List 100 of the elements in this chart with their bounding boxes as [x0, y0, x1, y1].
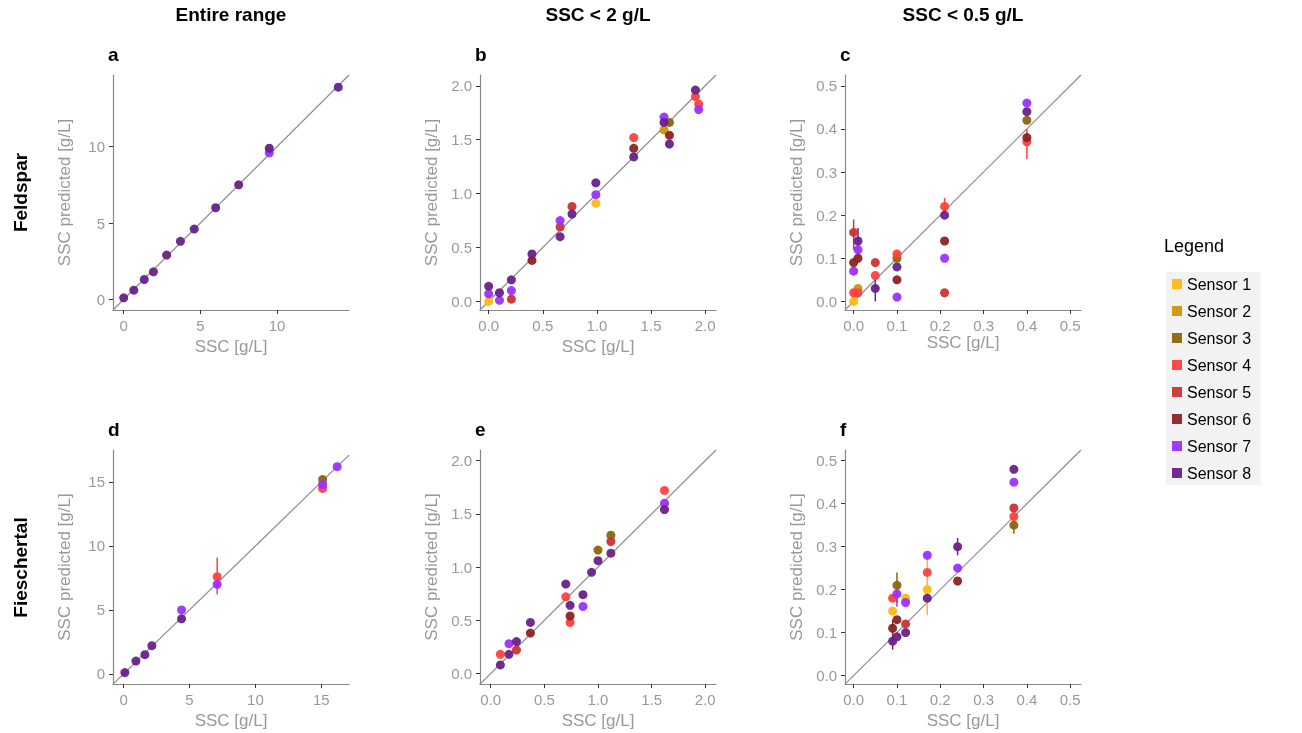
point [922, 567, 932, 577]
point [659, 117, 669, 127]
x-axis-title: SSC [g/L] [561, 711, 635, 730]
point [131, 656, 141, 666]
x-tick-label: 10 [247, 691, 264, 709]
point [853, 236, 863, 246]
x-tick-label: 2.0 [694, 317, 716, 334]
point [333, 82, 343, 92]
x-tick-label: 0.5 [1059, 691, 1081, 709]
point [849, 227, 859, 237]
y-axis-title: SSC predicted [g/L] [55, 493, 74, 641]
y-axis-title: SSC predicted [g/L] [422, 118, 441, 267]
point [1022, 115, 1032, 125]
point [888, 606, 898, 616]
y-tick-label: 1.5 [451, 131, 472, 149]
x-tick-label: 0.3 [973, 317, 994, 334]
y-axis-title: SSC predicted [g/L] [787, 118, 806, 267]
point [940, 202, 950, 212]
point [212, 579, 222, 589]
point [1022, 133, 1032, 143]
point [506, 275, 516, 285]
x-tick-label: 0.4 [1016, 317, 1038, 334]
y-tick-label: 2.0 [451, 77, 472, 95]
point [922, 593, 932, 603]
point [587, 567, 597, 577]
point [660, 505, 670, 515]
point [892, 615, 902, 625]
point [1009, 503, 1019, 513]
point [892, 632, 902, 642]
y-tick-label: 0 [96, 290, 105, 308]
point [870, 283, 880, 293]
point [849, 296, 859, 306]
point [593, 556, 603, 566]
point [901, 628, 911, 638]
x-tick-label: 1.0 [586, 317, 608, 334]
point [892, 275, 902, 285]
x-tick-label: 10 [268, 317, 286, 334]
x-tick-label: 0.3 [973, 691, 994, 709]
point [940, 288, 950, 298]
point [527, 249, 537, 259]
point [1009, 512, 1019, 522]
point [1022, 98, 1032, 108]
y-tick-label: 0 [96, 665, 105, 683]
point [565, 611, 575, 621]
point [332, 462, 342, 472]
point [870, 271, 880, 280]
point [892, 292, 902, 302]
point [953, 542, 963, 552]
point [922, 585, 932, 595]
legend-label: Sensor 6 [1187, 410, 1252, 428]
point [561, 592, 571, 602]
point [495, 288, 504, 298]
y-tick-label: 10 [88, 138, 105, 156]
x-tick-label: 0.2 [929, 691, 951, 709]
point [606, 537, 616, 547]
text: Feldspar [9, 152, 31, 233]
x-tick-label: 5 [196, 317, 205, 334]
point [175, 236, 185, 246]
y-tick-label: 5 [96, 601, 105, 619]
y-tick-label: 0.2 [816, 581, 837, 599]
point [629, 152, 639, 162]
chart-title: SSC < 2 g/L [545, 4, 651, 25]
x-tick-label: 0.1 [886, 691, 908, 709]
y-tick-label: 0.3 [816, 538, 837, 556]
y-tick-label: 2.0 [451, 452, 472, 470]
point [555, 232, 565, 242]
x-axis-title: SSC [g/L] [926, 711, 1000, 730]
text: Fieschertal [9, 517, 31, 618]
point [555, 216, 565, 226]
y-tick-label: 0.0 [451, 292, 472, 310]
point [484, 289, 494, 299]
point [212, 572, 222, 582]
chart-subtitle: b [475, 44, 487, 65]
point [561, 579, 571, 589]
x-tick-label: 2.0 [694, 691, 716, 709]
chart-title: Entire range [175, 4, 287, 25]
point [189, 224, 199, 234]
point [148, 267, 158, 277]
point [511, 637, 521, 647]
x-tick-label: 0 [119, 691, 128, 709]
y-tick-label: 1.5 [451, 505, 472, 523]
x-axis-title: SSC [g/L] [194, 336, 268, 356]
point [484, 296, 494, 306]
y-tick-label: 1.0 [451, 558, 472, 576]
x-tick-label: 0.1 [886, 317, 908, 334]
legend-label: Sensor 7 [1187, 437, 1252, 455]
point [565, 600, 575, 610]
point [504, 639, 514, 649]
point [511, 645, 521, 655]
y-tick-label: 0.5 [451, 611, 472, 629]
point [606, 548, 616, 558]
point [853, 288, 863, 298]
point [892, 589, 902, 599]
point [664, 130, 674, 140]
point [892, 262, 902, 272]
y-tick-label: 0.1 [816, 249, 837, 267]
y-tick-label: 0.0 [816, 292, 837, 310]
point [892, 580, 902, 590]
point [264, 143, 274, 153]
point [591, 198, 601, 208]
